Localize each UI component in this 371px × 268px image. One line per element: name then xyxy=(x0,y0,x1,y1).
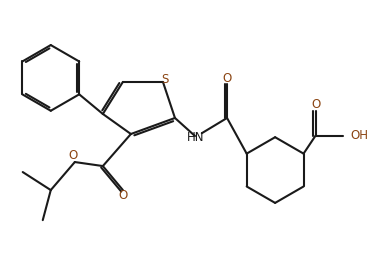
Text: S: S xyxy=(161,73,169,85)
Text: O: O xyxy=(311,98,320,111)
Text: HN: HN xyxy=(187,131,204,144)
Text: O: O xyxy=(69,149,78,162)
Text: O: O xyxy=(118,189,128,202)
Text: O: O xyxy=(223,72,232,85)
Text: OH: OH xyxy=(350,129,368,142)
